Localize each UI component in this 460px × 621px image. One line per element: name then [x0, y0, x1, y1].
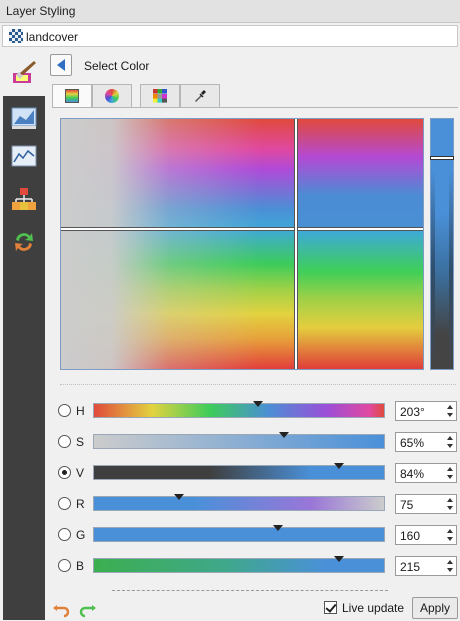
slider-handle-g[interactable] [272, 525, 283, 531]
channel-radio-h[interactable] [58, 404, 71, 417]
tab-color-ramp[interactable] [52, 84, 92, 108]
back-arrow-icon [57, 59, 65, 71]
crosshair-horizontal [61, 228, 423, 230]
spin-up-icon[interactable] [447, 405, 453, 409]
paintbrush-icon[interactable] [10, 59, 38, 87]
symbology-icon[interactable] [10, 104, 38, 132]
redo-button[interactable] [78, 598, 98, 618]
channel-slider-b[interactable] [93, 556, 385, 573]
channel-value-v: 84% [400, 467, 425, 481]
tab-color-wheel[interactable] [92, 84, 132, 107]
channel-label-h: H [76, 404, 85, 418]
value-slider-gradient [435, 161, 449, 365]
tab-eyedropper[interactable] [180, 84, 220, 107]
raster-layer-icon [9, 29, 23, 43]
value-slider-marker[interactable] [431, 157, 453, 159]
color-area-right-bottom [297, 230, 423, 369]
channel-value-h: 203° [400, 405, 425, 419]
spin-down-icon[interactable] [447, 475, 453, 479]
slider-handle-h[interactable] [252, 401, 263, 407]
value-slider[interactable] [430, 118, 454, 370]
spin-up-icon[interactable] [447, 529, 453, 533]
channel-label-v: V [76, 466, 85, 480]
channel-slider-h[interactable] [93, 401, 385, 418]
layer-name: landcover [26, 30, 79, 44]
channel-spinbox-s[interactable]: 65% [395, 432, 457, 452]
spin-up-icon[interactable] [447, 498, 453, 502]
slider-handle-b[interactable] [334, 556, 345, 562]
spin-down-icon[interactable] [447, 444, 453, 448]
channel-row-v: V 84% [56, 463, 458, 483]
channel-value-g: 160 [400, 529, 421, 543]
channel-label-r: R [76, 497, 85, 511]
color-area-right-top [297, 119, 423, 228]
channel-row-s: S 65% [56, 432, 458, 452]
channel-label-b: B [76, 559, 85, 573]
color-area[interactable] [60, 118, 424, 370]
apply-button[interactable]: Apply [412, 597, 458, 619]
footer-separator [112, 590, 388, 592]
undo-icon [53, 605, 70, 618]
channel-radio-v[interactable] [58, 466, 71, 479]
channel-radio-g[interactable] [58, 528, 71, 541]
layer-selector[interactable]: landcover [2, 25, 458, 47]
channel-slider-g[interactable] [93, 525, 385, 542]
title-bar: Layer Styling [0, 0, 460, 23]
channel-value-s: 65% [400, 436, 425, 450]
channel-value-r: 75 [400, 498, 414, 512]
diagram-icon[interactable] [10, 186, 38, 214]
refresh-icon[interactable] [10, 228, 38, 256]
spin-down-icon[interactable] [447, 568, 453, 572]
channel-row-h: H 203° [56, 401, 458, 421]
color-wheel-icon [105, 89, 119, 103]
window-title: Layer Styling [6, 4, 76, 18]
histogram-icon[interactable] [10, 142, 38, 170]
channel-value-b: 215 [400, 560, 421, 574]
slider-handle-v[interactable] [334, 463, 345, 469]
back-button[interactable] [50, 54, 72, 76]
style-sidebar [3, 50, 45, 620]
channel-slider-r[interactable] [93, 494, 385, 511]
redo-icon [79, 605, 96, 618]
eyedropper-icon [195, 90, 206, 102]
channel-radio-b[interactable] [58, 559, 71, 572]
channel-spinbox-h[interactable]: 203° [395, 401, 457, 421]
channel-label-s: S [76, 435, 85, 449]
separator [60, 384, 456, 386]
channel-radio-s[interactable] [58, 435, 71, 448]
channel-slider-s[interactable] [93, 432, 385, 449]
spin-down-icon[interactable] [447, 506, 453, 510]
slider-handle-r[interactable] [173, 494, 184, 500]
channel-row-r: R 75 [56, 494, 458, 514]
channel-label-g: G [76, 528, 86, 542]
channel-spinbox-r[interactable]: 75 [395, 494, 457, 514]
spin-down-icon[interactable] [447, 537, 453, 541]
live-update-checkbox[interactable] [324, 601, 337, 614]
slider-handle-s[interactable] [278, 432, 289, 438]
tabs-divider [52, 107, 458, 108]
channel-row-b: B 215 [56, 556, 458, 576]
panel-title: Select Color [84, 59, 150, 73]
spin-up-icon[interactable] [447, 436, 453, 440]
live-update-label: Live update [342, 601, 405, 615]
undo-button[interactable] [51, 598, 71, 618]
spin-up-icon[interactable] [447, 560, 453, 564]
channel-row-g: G 160 [56, 525, 458, 545]
spin-down-icon[interactable] [447, 413, 453, 417]
swatches-icon [153, 89, 167, 103]
channel-spinbox-v[interactable]: 84% [395, 463, 457, 483]
channel-slider-v[interactable] [93, 463, 385, 480]
color-ramp-icon [65, 89, 79, 103]
spin-up-icon[interactable] [447, 467, 453, 471]
channel-spinbox-b[interactable]: 215 [395, 556, 457, 576]
channel-radio-r[interactable] [58, 497, 71, 510]
channel-spinbox-g[interactable]: 160 [395, 525, 457, 545]
tab-swatches[interactable] [140, 84, 180, 107]
crosshair-vertical [295, 119, 297, 369]
